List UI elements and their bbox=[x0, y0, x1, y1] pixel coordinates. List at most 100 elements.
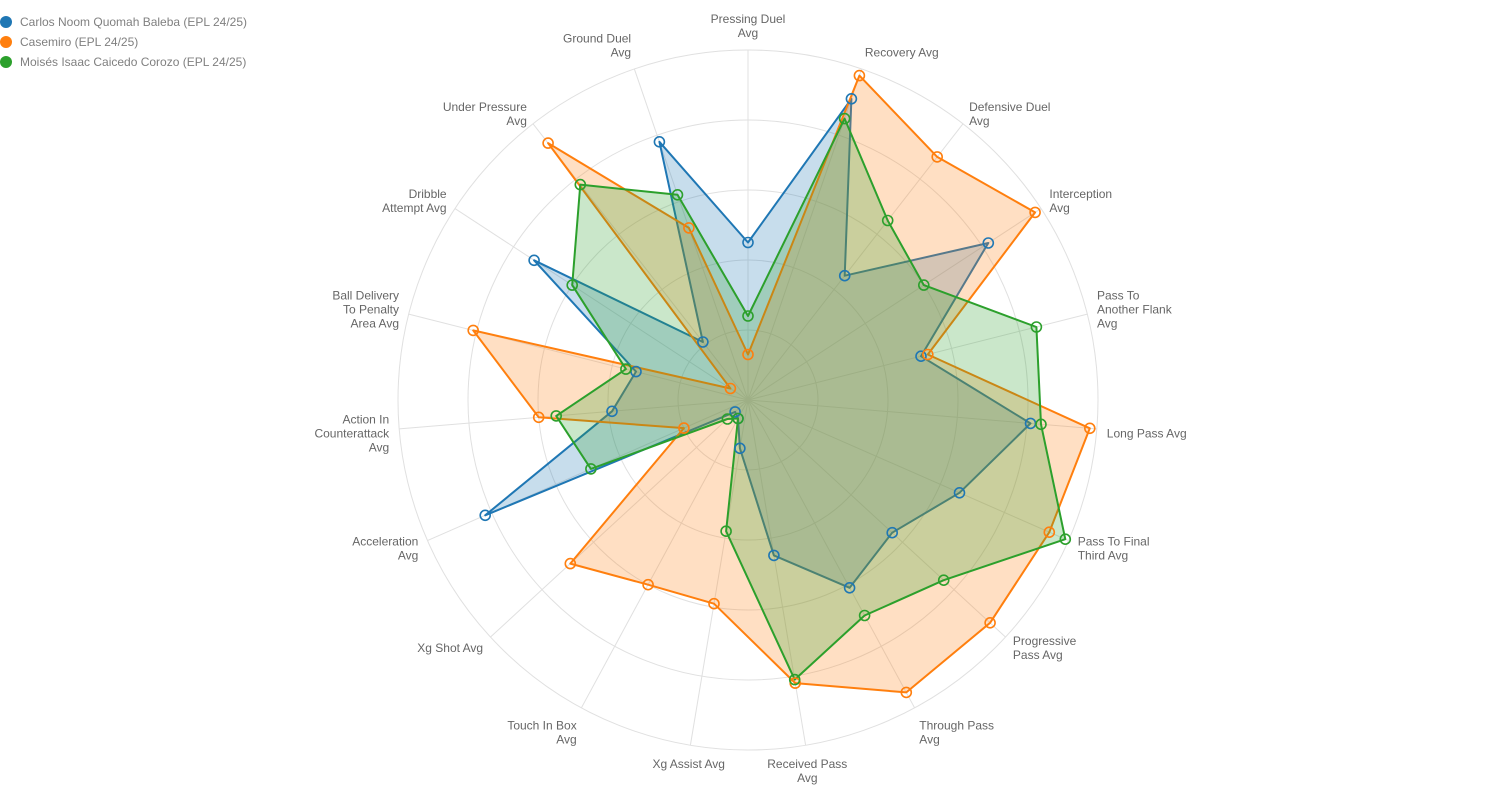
data-point[interactable] bbox=[550, 410, 563, 422]
data-point[interactable] bbox=[853, 69, 866, 82]
data-point[interactable] bbox=[1059, 533, 1072, 546]
data-point[interactable] bbox=[921, 348, 934, 361]
axis-label-line: Avg bbox=[506, 114, 526, 128]
data-point[interactable] bbox=[467, 324, 480, 337]
axis-label-line: Pass Avg bbox=[1013, 648, 1063, 662]
axis-spoke bbox=[747, 123, 964, 401]
data-point[interactable] bbox=[845, 93, 858, 105]
axis-label: Pass To Another Flank Avg bbox=[1097, 289, 1173, 331]
axis-spoke bbox=[408, 313, 749, 401]
data-point[interactable] bbox=[542, 137, 554, 149]
series-area bbox=[484, 97, 1032, 589]
data-point[interactable] bbox=[742, 236, 754, 249]
data-point[interactable] bbox=[720, 525, 732, 538]
data-point[interactable] bbox=[915, 350, 927, 363]
axis-label: Progressive Pass Avg bbox=[1013, 634, 1077, 662]
data-point[interactable] bbox=[479, 509, 492, 522]
series-group bbox=[484, 97, 1032, 589]
data-point[interactable] bbox=[1035, 418, 1047, 431]
data-point[interactable] bbox=[982, 237, 995, 249]
legend-item[interactable]: Carlos Noom Quomah Baleba (EPL 24/25) bbox=[0, 12, 247, 32]
axis-label: Xg Assist Avg bbox=[652, 757, 725, 771]
data-point[interactable] bbox=[838, 269, 851, 282]
data-point[interactable] bbox=[721, 413, 734, 425]
series-markers bbox=[550, 112, 1072, 686]
data-point[interactable] bbox=[620, 363, 632, 375]
data-point[interactable] bbox=[574, 178, 587, 191]
axis-label-line: Xg Shot Avg bbox=[417, 641, 483, 655]
data-point[interactable] bbox=[708, 597, 720, 610]
data-point[interactable] bbox=[734, 442, 746, 455]
data-point[interactable] bbox=[724, 382, 737, 395]
data-point[interactable] bbox=[881, 214, 894, 227]
legend-item[interactable]: Casemiro (EPL 24/25) bbox=[0, 32, 247, 52]
data-point[interactable] bbox=[1043, 526, 1056, 539]
axis-label-line: Pass To bbox=[1097, 289, 1140, 303]
axis-spoke bbox=[747, 399, 1097, 430]
data-point[interactable] bbox=[532, 411, 545, 424]
series-markers bbox=[467, 69, 1096, 699]
axis-label-line: Progressive bbox=[1013, 634, 1077, 648]
data-point[interactable] bbox=[1030, 321, 1043, 333]
axis-label-line: Ball Delivery bbox=[332, 289, 399, 303]
legend-item[interactable]: Moisés Isaac Caicedo Corozo (EPL 24/25) bbox=[0, 52, 247, 72]
axis-label-line: Acceleration bbox=[352, 535, 418, 549]
axis-spoke bbox=[399, 399, 749, 430]
axis-label-line: Under Pressure bbox=[443, 100, 527, 114]
axis-label-line: Avg bbox=[369, 441, 389, 455]
data-point[interactable] bbox=[528, 254, 540, 267]
legend-marker bbox=[0, 36, 12, 48]
data-point[interactable] bbox=[742, 310, 754, 322]
data-point[interactable] bbox=[931, 151, 944, 163]
axis-label-line: Ground Duel bbox=[563, 32, 631, 46]
data-point[interactable] bbox=[858, 609, 871, 622]
data-point[interactable] bbox=[729, 406, 741, 418]
axis-label-line: Avg bbox=[797, 771, 817, 785]
legend-label: Moisés Isaac Caicedo Corozo (EPL 24/25) bbox=[20, 55, 247, 69]
axis-spoke bbox=[689, 399, 749, 746]
data-point[interactable] bbox=[697, 336, 709, 348]
data-point[interactable] bbox=[1084, 422, 1096, 435]
axis-label-line: Xg Assist Avg bbox=[652, 757, 725, 771]
data-point[interactable] bbox=[768, 549, 780, 562]
series-area bbox=[555, 117, 1067, 681]
data-point[interactable] bbox=[642, 578, 654, 591]
data-point[interactable] bbox=[742, 348, 754, 361]
data-point[interactable] bbox=[564, 557, 577, 570]
axis-spoke bbox=[747, 399, 1069, 542]
axis-label-line: Attempt Avg bbox=[382, 201, 446, 215]
data-point[interactable] bbox=[671, 189, 684, 201]
data-point[interactable] bbox=[843, 581, 856, 594]
data-point[interactable] bbox=[838, 112, 851, 125]
data-point[interactable] bbox=[606, 405, 618, 418]
data-point[interactable] bbox=[886, 526, 899, 539]
axis-label: Xg Shot Avg bbox=[417, 641, 483, 655]
axis-label-line: Through Pass bbox=[919, 719, 994, 733]
axis-label: Dribble Attempt Avg bbox=[382, 187, 447, 215]
data-point[interactable] bbox=[1029, 206, 1041, 219]
axis-label: Touch In Box Avg bbox=[507, 719, 576, 747]
axis-label: Long Pass Avg bbox=[1107, 427, 1187, 441]
data-point[interactable] bbox=[653, 136, 666, 148]
data-point[interactable] bbox=[917, 279, 930, 291]
data-point[interactable] bbox=[788, 673, 801, 686]
axis-label-line: Recovery Avg bbox=[865, 46, 939, 60]
data-point[interactable] bbox=[585, 463, 597, 475]
data-point[interactable] bbox=[937, 574, 950, 587]
data-point[interactable] bbox=[683, 222, 695, 234]
data-point[interactable] bbox=[678, 422, 690, 434]
data-point[interactable] bbox=[984, 616, 996, 629]
series-area bbox=[472, 74, 1091, 694]
data-point[interactable] bbox=[566, 279, 579, 291]
axis-label-line: Avg bbox=[919, 733, 939, 747]
axis-label-line: Another Flank bbox=[1097, 303, 1173, 317]
data-point[interactable] bbox=[953, 486, 966, 499]
axis-label: Pass To Final Third Avg bbox=[1078, 535, 1150, 563]
axis-label-line: Avg bbox=[738, 26, 758, 40]
series-group bbox=[472, 74, 1091, 694]
axis-label: Recovery Avg bbox=[865, 46, 939, 60]
data-point[interactable] bbox=[900, 686, 913, 699]
axis-label: Ball Delivery To Penalty Area Avg bbox=[332, 289, 399, 331]
